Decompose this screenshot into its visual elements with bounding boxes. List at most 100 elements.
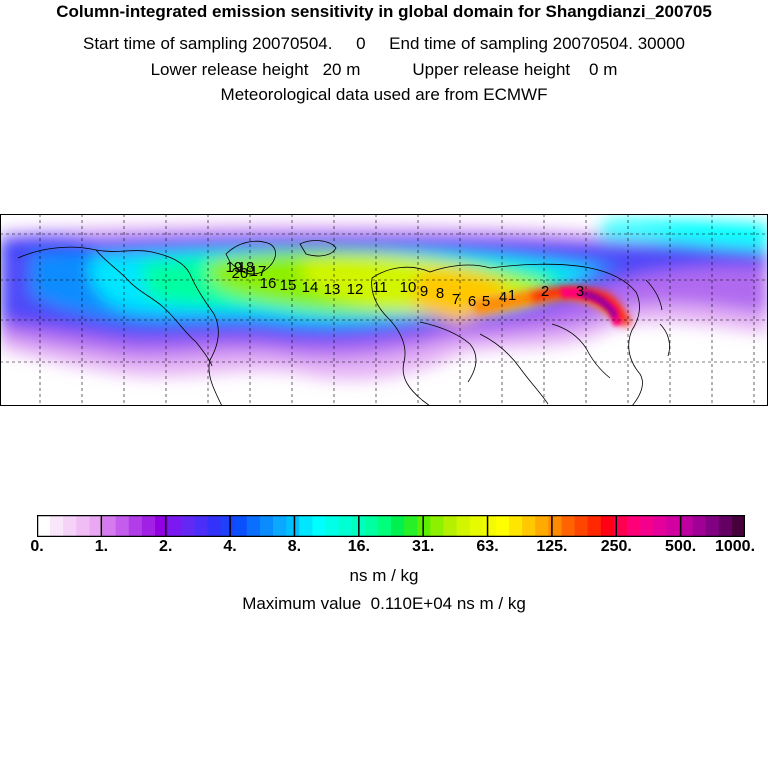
meteorological-data-line: Meteorological data used are from ECMWF bbox=[220, 85, 548, 104]
trajectory-label: 10 bbox=[400, 279, 417, 296]
colorbar-cell bbox=[443, 515, 458, 537]
colorbar-tick-labels: 0. 1. 2. 4. 8. 16. 31. 63. 125. 250. 500. 1000. bbox=[0, 538, 768, 560]
trajectory-label: 12 bbox=[347, 281, 364, 298]
colorbar-cell bbox=[37, 515, 51, 537]
colorbar-cell bbox=[364, 515, 379, 537]
colorbar-tick-label: 16. bbox=[347, 538, 370, 555]
trajectory-label: 13 bbox=[324, 281, 341, 298]
trajectory-label: 14 bbox=[302, 279, 319, 296]
colorbar-cell bbox=[587, 515, 602, 537]
colorbar-cell bbox=[613, 515, 628, 537]
trajectory-label: 5 bbox=[482, 293, 490, 310]
trajectory-label: 3 bbox=[576, 283, 584, 300]
maximum-value-line: Maximum value 0.110E+04 ns m / kg bbox=[242, 594, 526, 613]
colorbar-tick-label: 31. bbox=[412, 538, 435, 555]
colorbar-cell bbox=[155, 515, 169, 537]
trajectory-label: 11 bbox=[372, 279, 388, 296]
colorbar-cell bbox=[692, 515, 707, 537]
colorbar-tick-label: 8. bbox=[287, 538, 302, 555]
colorbar-cell bbox=[63, 515, 77, 537]
colorbar-cell bbox=[456, 515, 471, 537]
colorbar-tick-label: 125. bbox=[536, 538, 568, 555]
colorbar-cell bbox=[141, 515, 156, 537]
colorbar-cell bbox=[522, 515, 536, 537]
colorbar-cell bbox=[299, 515, 313, 537]
colorbar-cells bbox=[37, 515, 745, 537]
colorbar-cell bbox=[128, 515, 143, 537]
trajectory-label: 6 bbox=[468, 293, 476, 310]
colorbar-cell bbox=[404, 515, 418, 537]
trajectory-label: 17 bbox=[250, 263, 267, 280]
trajectory-label: 7 bbox=[452, 291, 460, 308]
colorbar-tick-label: 0. bbox=[30, 538, 44, 555]
trajectory-label: 18 bbox=[238, 259, 255, 276]
colorbar-cell bbox=[377, 515, 392, 537]
colorbar-cell bbox=[312, 515, 327, 537]
colorbar-cell bbox=[194, 515, 209, 537]
colorbar-cell bbox=[50, 515, 64, 537]
colorbar-cell bbox=[731, 515, 745, 537]
trajectory-label: 1 bbox=[508, 287, 516, 304]
trajectory-label: 9 bbox=[420, 283, 428, 300]
colorbar-tick-label: 500. bbox=[665, 538, 697, 555]
trajectory-label: 16 bbox=[260, 275, 277, 292]
sensitivity-field bbox=[0, 219, 768, 381]
colorbar-tick-label: 2. bbox=[159, 538, 173, 555]
colorbar-cell bbox=[495, 515, 510, 537]
colorbar-cell bbox=[548, 515, 563, 537]
trajectory-label: 2 bbox=[541, 283, 549, 300]
colorbar-cell bbox=[246, 515, 261, 537]
colorbar-cell bbox=[115, 515, 130, 537]
colorbar-tick-label: 1. bbox=[94, 538, 109, 555]
colorbar-frame bbox=[37, 515, 745, 537]
colorbar-cell bbox=[640, 515, 654, 537]
colorbar-cell bbox=[627, 515, 641, 537]
lat-lon-grid bbox=[0, 214, 768, 406]
colorbar-cell bbox=[679, 515, 694, 537]
colorbar-cell bbox=[325, 515, 340, 537]
colorbar-cell bbox=[89, 515, 104, 537]
trajectory-label: 4 bbox=[499, 289, 507, 306]
sampling-time-line: Start time of sampling 20070504. 0 End t… bbox=[83, 34, 685, 53]
colorbar-cell bbox=[259, 515, 274, 537]
colorbar-cell bbox=[705, 515, 720, 537]
colorbar-cell bbox=[482, 515, 497, 537]
colorbar-cell bbox=[417, 515, 431, 537]
colorbar-cell bbox=[666, 515, 681, 537]
colorbar bbox=[37, 515, 745, 537]
colorbar-cell bbox=[220, 515, 235, 537]
colorbar-cell bbox=[653, 515, 667, 537]
colorbar-cell bbox=[338, 515, 353, 537]
colorbar-cell bbox=[430, 515, 445, 537]
colorbar-cell bbox=[509, 515, 523, 537]
colorbar-cell bbox=[600, 515, 615, 537]
colorbar-cell bbox=[233, 515, 248, 537]
colorbar-cell bbox=[76, 515, 91, 537]
trajectory-label: 19 bbox=[226, 259, 243, 276]
receptor-plume-core bbox=[560, 287, 622, 326]
colorbar-cell bbox=[207, 515, 222, 537]
colorbar-cell bbox=[561, 515, 576, 537]
colorbar-dividers bbox=[100, 515, 682, 537]
colorbar-tick-label: 4. bbox=[223, 538, 237, 555]
colorbar-cell bbox=[168, 515, 182, 537]
trajectory-label: 15 bbox=[280, 277, 297, 294]
coastlines bbox=[17, 240, 670, 406]
colorbar-tick-label: 1000. bbox=[714, 538, 756, 555]
colorbar-cell bbox=[273, 515, 287, 537]
trajectory-label: 8 bbox=[436, 285, 444, 302]
colorbar-cell bbox=[391, 515, 405, 537]
colorbar-cell bbox=[469, 515, 484, 537]
colorbar-cell bbox=[181, 515, 195, 537]
colorbar-cell bbox=[535, 515, 549, 537]
colorbar-cell bbox=[102, 515, 117, 537]
release-height-line: Lower release height 20 m Upper release … bbox=[150, 60, 618, 79]
colorbar-tick-label: 63. bbox=[476, 538, 499, 555]
colorbar-unit: ns m / kg bbox=[349, 566, 419, 585]
colorbar-cell bbox=[718, 515, 733, 537]
colorbar-cell bbox=[286, 515, 300, 537]
colorbar-tick-label: 250. bbox=[600, 538, 632, 555]
trajectory-label: 20 bbox=[232, 265, 249, 282]
